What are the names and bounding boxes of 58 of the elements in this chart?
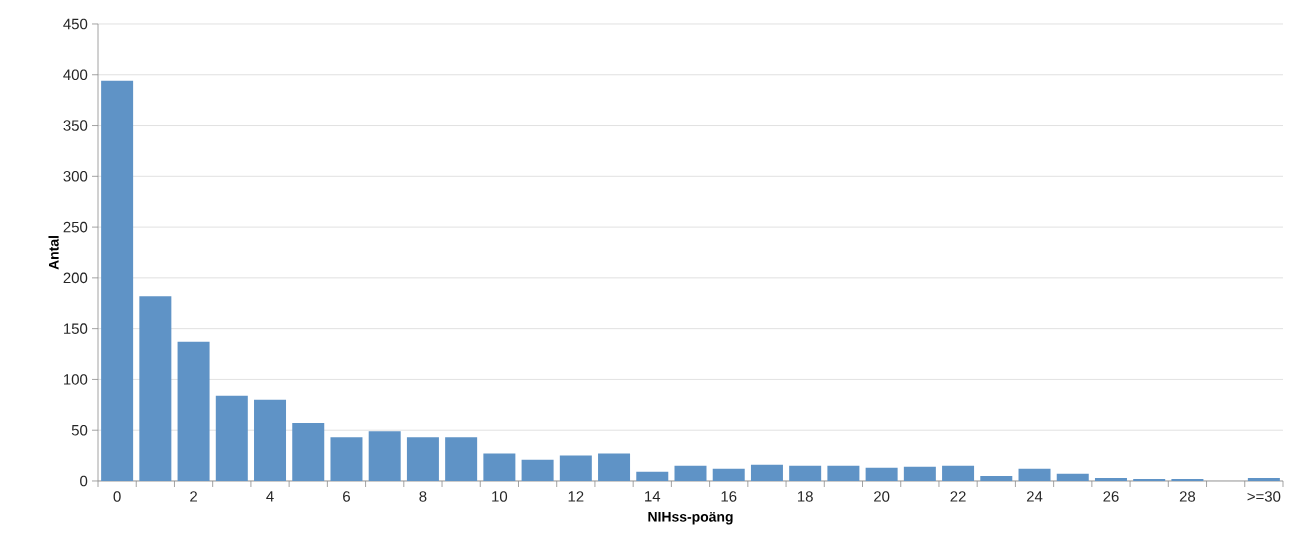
y-tick-label: 100: [64, 374, 88, 385]
bar: [445, 437, 478, 481]
x-tick-label: 28: [1179, 491, 1196, 502]
y-tick-label: 250: [63, 221, 88, 233]
bar: [521, 459, 554, 481]
x-tick-label: 16: [721, 491, 737, 502]
bar: [1018, 468, 1051, 481]
bar: [712, 468, 745, 481]
x-axis-title: NIHss-poäng: [648, 511, 733, 525]
bar: [559, 455, 592, 481]
bar: [674, 465, 707, 481]
x-tick-label: 4: [266, 491, 274, 502]
x-tick-label: 14: [645, 491, 661, 502]
x-tick-label: 10: [492, 491, 508, 502]
bar: [483, 453, 516, 481]
bar: [254, 399, 287, 481]
y-tick-label: 150: [64, 323, 88, 334]
y-tick-label: 450: [63, 18, 88, 30]
bar: [1247, 477, 1280, 481]
bar: [750, 464, 783, 481]
bar: [1171, 478, 1204, 481]
x-tick-label: 20: [874, 491, 890, 502]
x-tick-label: 0: [113, 491, 121, 502]
x-tick-label: >=30: [1247, 491, 1281, 502]
y-tick-label: 0: [80, 475, 88, 487]
x-tick-label: 24: [1026, 491, 1043, 502]
bar: [636, 471, 669, 481]
y-tick-label: 200: [63, 272, 88, 284]
bar: [1133, 478, 1166, 481]
bar: [789, 465, 822, 481]
x-tick-label: 26: [1103, 491, 1119, 502]
bar: [827, 465, 860, 481]
y-axis-title: Antal: [48, 236, 59, 270]
bar: [406, 437, 439, 481]
bar: [903, 466, 936, 481]
bar: [139, 296, 172, 481]
x-tick-label: 2: [190, 491, 197, 502]
x-tick-label: 8: [419, 491, 427, 502]
bar: [865, 467, 898, 481]
y-tick-label: 300: [63, 171, 88, 182]
x-tick-label: 6: [343, 491, 350, 502]
y-tick-label: 400: [63, 69, 88, 81]
bar: [177, 341, 210, 481]
y-tick-label: 350: [63, 120, 88, 131]
bar: [215, 395, 248, 481]
bar: [330, 437, 363, 481]
bar: [942, 465, 975, 481]
y-tick-label: 50: [71, 424, 88, 436]
x-tick-label: 18: [798, 491, 813, 502]
bar: [368, 431, 401, 481]
bar: [101, 80, 134, 481]
bar: [292, 423, 325, 481]
bar: [1056, 473, 1089, 481]
bar: [980, 475, 1013, 481]
x-tick-label: 22: [950, 491, 966, 502]
bar: [1094, 477, 1127, 481]
x-tick-label: 12: [568, 491, 584, 502]
bar: [598, 453, 631, 481]
